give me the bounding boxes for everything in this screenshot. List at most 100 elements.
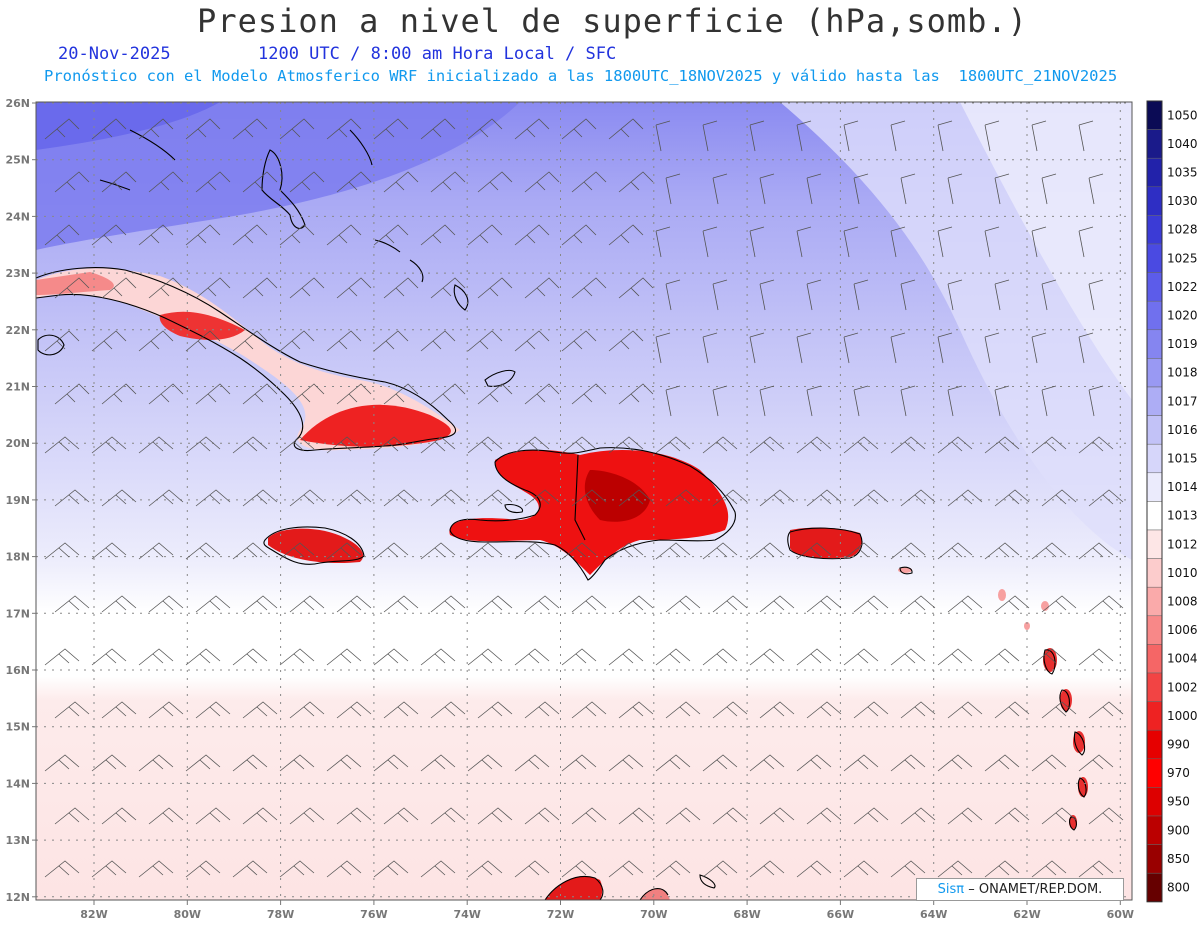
wind-barb: [185, 648, 221, 666]
colorbar-swatch: [1146, 872, 1163, 903]
wind-barb: [994, 595, 1030, 613]
wind-barb: [326, 754, 362, 772]
colorbar-swatch: [1146, 501, 1163, 531]
wind-barb: [44, 330, 80, 352]
wind-barb: [796, 436, 832, 454]
lon-label: 66W: [827, 908, 854, 921]
wind-barb: [101, 489, 137, 507]
wind-barb: [232, 330, 268, 352]
wind-barb: [101, 383, 137, 405]
colorbar-swatch: [1146, 644, 1163, 674]
wind-barb: [984, 860, 1020, 878]
wind-barb: [44, 118, 80, 140]
wind-barb: [900, 701, 936, 719]
wind-barb: [749, 648, 785, 666]
wind-barb: [665, 173, 681, 205]
wind-barb: [467, 436, 503, 454]
wind-barb: [326, 542, 362, 560]
credit-brand: Sisπ: [937, 882, 965, 897]
wind-barb: [702, 436, 738, 454]
colorbar-swatch: [1146, 272, 1163, 302]
wind-barb: [148, 383, 184, 405]
lat-label: 12N: [5, 891, 30, 904]
wind-barb: [138, 436, 174, 454]
wind-barb: [937, 754, 973, 772]
wind-barb: [1078, 332, 1094, 364]
forecast-date: 20-Nov-2025: [58, 44, 171, 64]
wind-barb: [947, 807, 983, 825]
wind-barb: [91, 330, 127, 352]
wind-barb: [232, 542, 268, 560]
colorbar-swatch: [1146, 672, 1163, 702]
wind-barb: [749, 860, 785, 878]
colorbar-swatch: [1146, 787, 1163, 817]
wind-barb: [759, 595, 795, 613]
wind-barb: [890, 860, 926, 878]
wind-barb: [749, 332, 765, 364]
wind-barb: [326, 224, 362, 246]
wind-barb: [890, 226, 906, 258]
wind-barb: [749, 226, 765, 258]
wind-barb: [608, 648, 644, 666]
wind-barb: [430, 595, 466, 613]
wind-barb: [1078, 860, 1114, 878]
wind-barb: [1088, 385, 1104, 417]
wind-barb: [655, 120, 671, 152]
wind-barb: [54, 807, 90, 825]
wind-barb: [712, 807, 748, 825]
wind-barb: [749, 120, 765, 152]
wind-barb: [900, 173, 916, 205]
wind-barb: [759, 701, 795, 719]
wind-barb: [467, 542, 503, 560]
forecast-time: 1200 UTC / 8:00 am Hora Local / SFC: [258, 44, 617, 64]
wind-barb: [749, 754, 785, 772]
wind-barb: [561, 436, 597, 454]
wind-barb: [994, 173, 1010, 205]
wind-barb: [561, 224, 597, 246]
wind-barb: [279, 860, 315, 878]
wind-barb: [477, 171, 513, 193]
wind-barb: [702, 120, 718, 152]
wind-barb: [759, 279, 775, 311]
wind-barb: [712, 489, 748, 507]
colorbar-label: 1025: [1167, 251, 1198, 265]
wind-barb: [853, 279, 869, 311]
colorbar-label: 1008: [1167, 595, 1198, 609]
colorbar-swatch: [1146, 186, 1163, 216]
wind-barb: [54, 701, 90, 719]
wind-barb: [571, 701, 607, 719]
wind-barb: [571, 595, 607, 613]
wind-barb: [608, 754, 644, 772]
wind-barb: [655, 754, 691, 772]
wind-barb: [289, 171, 325, 193]
lon-label: 80W: [174, 908, 201, 921]
colorbar-label: 900: [1167, 823, 1190, 837]
wind-barb: [195, 171, 231, 193]
wind-barb: [195, 277, 231, 299]
wind-barb: [1088, 595, 1124, 613]
wind-barb: [984, 436, 1020, 454]
wind-barb: [618, 171, 654, 193]
wind-barb: [289, 277, 325, 299]
lat-label: 23N: [5, 267, 30, 280]
colorbar-swatch: [1146, 815, 1163, 845]
cuba-land: [36, 268, 460, 451]
wind-barb: [383, 595, 419, 613]
lat-label: 19N: [5, 494, 30, 507]
wind-barb: [853, 385, 869, 417]
wind-barb: [890, 754, 926, 772]
wind-barb: [91, 754, 127, 772]
wind-barb: [665, 279, 681, 311]
wind-barb: [326, 330, 362, 352]
wind-barb: [430, 277, 466, 299]
wind-barb: [336, 277, 372, 299]
wind-barb: [561, 330, 597, 352]
wind-barb: [712, 173, 728, 205]
wind-barb: [937, 120, 953, 152]
lat-label: 26N: [5, 97, 30, 110]
wind-barb: [514, 648, 550, 666]
wind-barb: [608, 118, 644, 140]
wind-barb: [279, 330, 315, 352]
wind-barb: [937, 332, 953, 364]
wind-barb: [336, 595, 372, 613]
